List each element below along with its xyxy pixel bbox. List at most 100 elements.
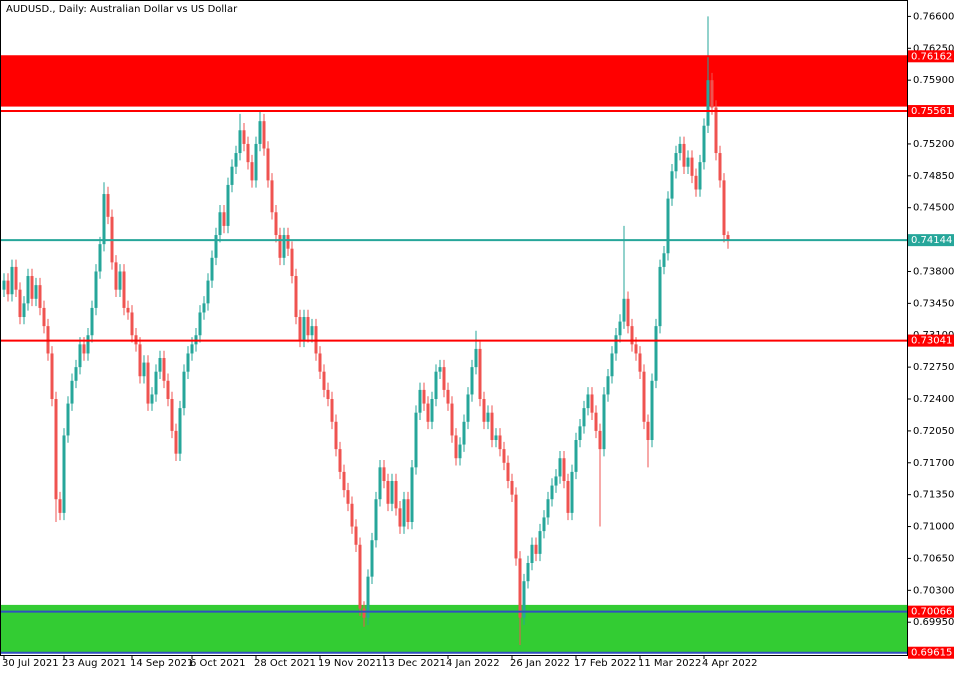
candle-body	[98, 244, 102, 272]
candle-body	[414, 412, 418, 468]
candle-body	[626, 298, 630, 327]
candle-body	[82, 344, 86, 354]
candle-body	[566, 481, 570, 513]
y-tick-label: 0.71700	[913, 458, 954, 469]
candle-body	[518, 558, 522, 618]
candle-body	[562, 458, 566, 482]
candle-body	[42, 307, 46, 327]
candle-body	[22, 303, 26, 318]
candle-body	[638, 353, 642, 372]
candle-body	[222, 212, 226, 226]
y-tick-label: 0.70300	[913, 585, 954, 596]
candle-body	[126, 307, 130, 313]
x-tick-label: 11 Mar 2022	[638, 658, 701, 669]
candle-body	[442, 367, 446, 390]
level-label: 0.70066	[911, 607, 952, 618]
candle-body	[498, 435, 502, 450]
candle-body	[74, 367, 78, 381]
candle-body	[542, 517, 546, 532]
candle-body	[274, 212, 278, 236]
candle-body	[466, 394, 470, 422]
candle-body	[10, 266, 14, 295]
candle-body	[662, 253, 666, 267]
level-label-bg	[908, 646, 954, 659]
candle-body	[718, 153, 722, 181]
candle-body	[630, 326, 634, 345]
candle-body	[550, 485, 554, 500]
level-label: 0.69615	[911, 648, 952, 659]
candle-body	[218, 212, 222, 236]
candle-body	[326, 389, 330, 400]
candle-body	[394, 481, 398, 509]
candle-body	[86, 335, 90, 354]
candle-body	[438, 367, 442, 372]
candle-body	[122, 271, 126, 308]
candle-body	[138, 344, 142, 377]
candle-body	[266, 148, 270, 181]
candle-body	[294, 276, 298, 318]
candle-body	[522, 581, 526, 618]
candle-body	[406, 499, 410, 522]
zone	[1, 604, 907, 653]
candle-body	[702, 125, 706, 163]
candle-body	[502, 449, 506, 463]
candle-body	[582, 408, 586, 427]
candle-body	[62, 435, 66, 513]
candle-body	[318, 353, 322, 372]
candle-body	[334, 421, 338, 450]
candle-body	[482, 399, 486, 422]
candle-body	[710, 80, 714, 108]
candle-body	[106, 194, 110, 217]
candle-body	[278, 235, 282, 258]
y-tick-label: 0.73800	[913, 266, 954, 277]
candle-body	[6, 280, 10, 295]
candle-body	[210, 257, 214, 281]
level-label: 0.76162	[911, 51, 952, 62]
plot-frame	[0, 0, 908, 656]
candle-body	[530, 544, 534, 563]
candle-body	[230, 166, 234, 185]
candle-body	[350, 503, 354, 527]
candle-body	[26, 276, 30, 304]
chart-title: AUDUSD., Daily: Australian Dollar vs US …	[6, 4, 238, 15]
candle-body	[590, 394, 594, 413]
candle-body	[570, 471, 574, 513]
candle-body	[70, 380, 74, 404]
candle-body	[374, 499, 378, 541]
candle-body	[694, 175, 698, 190]
candle-body	[18, 289, 22, 318]
y-tick-label: 0.71000	[913, 522, 954, 533]
level-label: 0.75561	[911, 106, 952, 117]
candle-body	[158, 358, 162, 372]
candle-body	[202, 303, 206, 313]
candle-body	[654, 326, 658, 381]
candle-body	[526, 562, 530, 582]
candle-body	[310, 326, 314, 336]
y-tick-label: 0.73450	[913, 298, 954, 309]
candle-body	[38, 285, 42, 308]
candle-body	[650, 380, 654, 441]
candle-body	[474, 348, 478, 368]
candle-body	[2, 280, 6, 290]
candle-body	[118, 271, 122, 290]
candle-body	[78, 344, 82, 368]
candle-body	[14, 266, 18, 290]
candle-body	[170, 399, 174, 431]
y-tick-label: 0.72750	[913, 362, 954, 373]
candle-body	[258, 121, 262, 144]
x-tick-label: 23 Aug 2021	[62, 658, 126, 669]
candle-body	[90, 307, 94, 336]
candle-body	[250, 162, 254, 181]
y-tick-label: 0.72400	[913, 394, 954, 405]
candle-body	[238, 130, 242, 154]
candle-body	[30, 276, 34, 299]
candle-body	[666, 198, 670, 254]
candle-body	[58, 499, 62, 513]
candle-body	[362, 608, 366, 618]
candle-body	[658, 266, 662, 327]
candle-body	[234, 153, 238, 167]
y-tick-label: 0.74500	[913, 203, 954, 214]
level-label: 0.74144	[911, 235, 952, 246]
candle-body	[642, 371, 646, 422]
